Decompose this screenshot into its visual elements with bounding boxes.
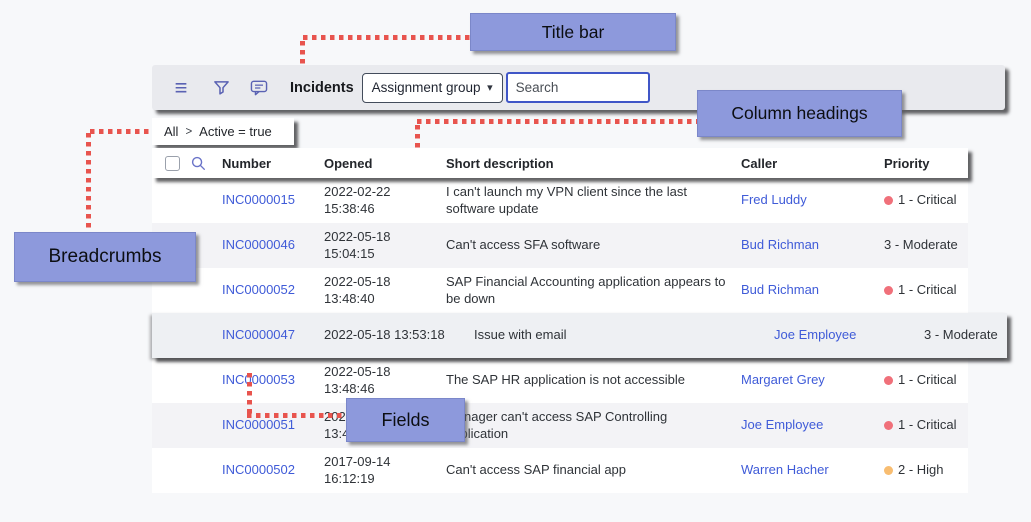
opened-cell: 2022-05-18 13:53:18 bbox=[324, 327, 445, 343]
table-row[interactable]: INC0000052 2022-05-18 13:48:40 SAP Finan… bbox=[152, 268, 968, 313]
incident-number-link[interactable]: INC0000046 bbox=[222, 237, 295, 253]
priority-cell: 1 - Critical bbox=[872, 417, 968, 434]
incident-number-link[interactable]: INC0000051 bbox=[222, 417, 295, 433]
column-header-number[interactable]: Number bbox=[222, 155, 272, 171]
annotation-column-headings: Column headings bbox=[697, 90, 902, 137]
select-all-checkbox[interactable] bbox=[165, 155, 180, 171]
connector-column-headings-horizontal bbox=[417, 119, 697, 124]
table-row[interactable]: INC0000046 2022-05-18 15:04:15 Can't acc… bbox=[152, 223, 968, 268]
table-row[interactable]: INC0000047 2022-05-18 13:53:18 Issue wit… bbox=[152, 313, 1007, 358]
short-description-cell: SAP Financial Accounting application app… bbox=[446, 273, 726, 306]
priority-cell: 3 - Moderate bbox=[912, 327, 1007, 344]
priority-text: 1 - Critical bbox=[898, 417, 957, 433]
table-body: INC0000015 2022-02-22 15:38:46 I can't l… bbox=[152, 178, 1007, 493]
priority-dot bbox=[884, 286, 893, 296]
priority-text: 3 - Moderate bbox=[884, 237, 958, 253]
connector-title-bar-horizontal bbox=[303, 35, 470, 40]
connector-breadcrumbs-horizontal bbox=[90, 129, 152, 134]
short-description-cell: The SAP HR application is not accessible bbox=[446, 372, 685, 388]
assignment-group-dropdown[interactable]: Assignment group ▾ bbox=[361, 72, 503, 103]
priority-text: 1 - Critical bbox=[898, 192, 957, 208]
assignment-group-label: Assignment group bbox=[371, 80, 481, 95]
list-title-bar: ≡ Incidents Assignment group ▾ bbox=[152, 65, 1005, 110]
breadcrumb-filter-link[interactable]: Active = true bbox=[199, 124, 272, 139]
funnel-icon bbox=[213, 81, 229, 95]
caller-link[interactable]: Joe Employee bbox=[741, 417, 824, 433]
connector-column-headings-vertical bbox=[415, 125, 420, 149]
column-header-caller[interactable]: Caller bbox=[741, 155, 778, 171]
breadcrumb: All > Active = true bbox=[152, 118, 294, 145]
connector-title-bar-vertical bbox=[300, 41, 305, 67]
priority-dot bbox=[884, 376, 893, 386]
column-header-row: Number Opened Short description Caller P… bbox=[152, 148, 968, 178]
short-description-cell: Can't access SFA software bbox=[446, 237, 601, 253]
short-description-cell: Issue with email bbox=[474, 327, 567, 343]
page-title: Incidents bbox=[290, 79, 354, 96]
connector-fields-horizontal bbox=[247, 413, 346, 418]
opened-cell: 2022-05-18 13:48:46 bbox=[324, 363, 391, 396]
table-row[interactable]: INC0000051 2022-05-18 13:48:32 Manager c… bbox=[152, 403, 968, 448]
caller-link[interactable]: Bud Richman bbox=[741, 282, 820, 298]
column-header-priority[interactable]: Priority bbox=[884, 155, 930, 171]
caller-link[interactable]: Bud Richman bbox=[741, 237, 820, 253]
speech-bubble-icon bbox=[250, 80, 268, 95]
priority-cell: 2 - High bbox=[872, 462, 968, 479]
search-input[interactable] bbox=[505, 72, 650, 103]
short-description-cell: Manager can't access SAP Controlling app… bbox=[446, 408, 668, 441]
short-description-cell: I can't launch my VPN client since the l… bbox=[446, 183, 687, 216]
column-header-short-description[interactable]: Short description bbox=[446, 155, 554, 171]
opened-cell: 2022-05-18 15:04:15 bbox=[324, 228, 391, 261]
incident-number-link[interactable]: INC0000047 bbox=[222, 327, 295, 343]
priority-cell: 1 - Critical bbox=[872, 282, 968, 299]
priority-text: 3 - Moderate bbox=[924, 327, 998, 343]
table-row[interactable]: INC0000053 2022-05-18 13:48:46 The SAP H… bbox=[152, 358, 968, 403]
connector-fields-vertical bbox=[247, 373, 252, 415]
incident-number-link[interactable]: INC0000052 bbox=[222, 282, 295, 298]
table-row[interactable]: INC0000015 2022-02-22 15:38:46 I can't l… bbox=[152, 178, 968, 223]
annotation-title-bar: Title bar bbox=[470, 13, 676, 51]
hamburger-menu-icon[interactable]: ≡ bbox=[174, 74, 188, 100]
magnifier-icon bbox=[191, 156, 206, 170]
opened-cell: 2022-05-18 13:48:40 bbox=[324, 273, 391, 306]
column-header-opened[interactable]: Opened bbox=[324, 155, 373, 171]
short-description-cell: Can't access SAP financial app bbox=[446, 462, 627, 478]
opened-cell: 2017-09-14 16:12:19 bbox=[324, 453, 391, 486]
caller-link[interactable]: Joe Employee bbox=[774, 327, 857, 343]
opened-cell: 2022-02-22 15:38:46 bbox=[324, 183, 391, 216]
breadcrumb-all-link[interactable]: All bbox=[164, 124, 179, 139]
priority-cell: 1 - Critical bbox=[872, 192, 968, 209]
table-row[interactable]: INC0000502 2017-09-14 16:12:19 Can't acc… bbox=[152, 448, 968, 493]
caller-link[interactable]: Margaret Grey bbox=[741, 372, 825, 388]
chevron-down-icon: ▾ bbox=[487, 82, 493, 94]
caller-link[interactable]: Warren Hacher bbox=[741, 462, 829, 478]
breadcrumb-separator: > bbox=[185, 125, 193, 138]
priority-dot bbox=[884, 196, 893, 206]
priority-cell: 1 - Critical bbox=[872, 372, 968, 389]
incident-number-link[interactable]: INC0000015 bbox=[222, 192, 295, 208]
incident-number-link[interactable]: INC0000053 bbox=[222, 372, 295, 388]
chat-bubble-icon[interactable] bbox=[248, 77, 270, 99]
priority-cell: 3 - Moderate bbox=[872, 237, 968, 254]
priority-dot bbox=[884, 421, 893, 431]
annotation-fields: Fields bbox=[346, 398, 465, 442]
annotation-breadcrumbs: Breadcrumbs bbox=[14, 232, 196, 282]
priority-text: 1 - Critical bbox=[898, 282, 957, 298]
connector-breadcrumbs-vertical bbox=[86, 133, 91, 232]
caller-link[interactable]: Fred Luddy bbox=[741, 192, 807, 208]
column-search-icon[interactable] bbox=[191, 156, 210, 171]
priority-text: 1 - Critical bbox=[898, 372, 957, 388]
priority-text: 2 - High bbox=[898, 462, 944, 478]
priority-dot bbox=[884, 466, 893, 476]
filter-funnel-icon[interactable] bbox=[210, 77, 232, 99]
incident-number-link[interactable]: INC0000502 bbox=[222, 462, 295, 478]
